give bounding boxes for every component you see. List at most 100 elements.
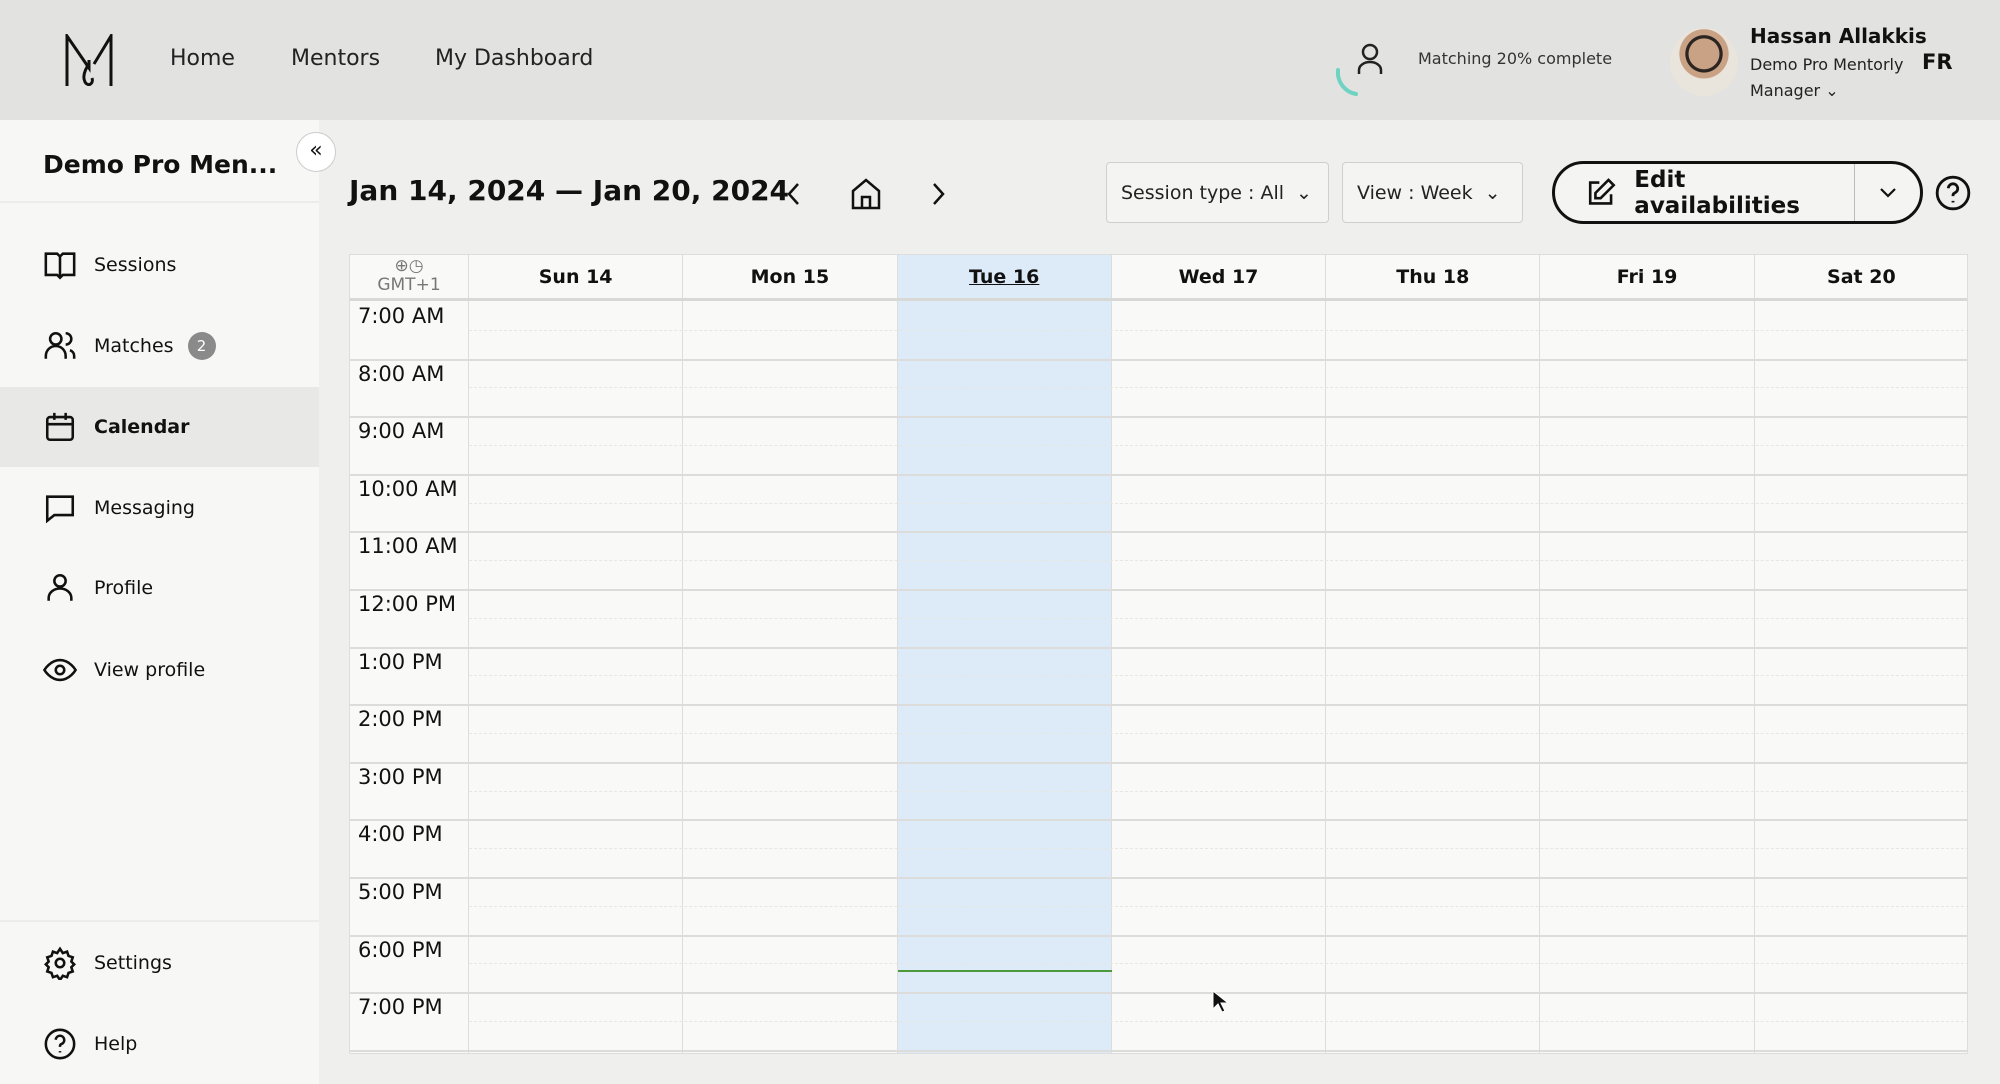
sidebar-item-label: Messaging bbox=[94, 497, 195, 519]
collapse-sidebar-button[interactable]: « bbox=[296, 132, 336, 172]
hour-line bbox=[350, 704, 1967, 707]
sidebar-item-calendar[interactable]: Calendar bbox=[0, 387, 319, 467]
user-icon bbox=[47, 573, 73, 601]
hour-line bbox=[350, 358, 1967, 361]
day-header[interactable]: Sat 20 bbox=[1754, 255, 1967, 298]
sidebar-item-label: Profile bbox=[94, 577, 154, 599]
time-label: 2:00 PM bbox=[358, 707, 443, 732]
day-column[interactable] bbox=[683, 301, 898, 1053]
sidebar-item-profile[interactable]: Profile bbox=[0, 548, 319, 628]
mouse-cursor-icon bbox=[1212, 990, 1228, 1013]
half-hour-line bbox=[469, 329, 1967, 331]
help-icon[interactable] bbox=[1934, 174, 1972, 212]
edit-availabilities-split-button: Edit availabilities bbox=[1552, 161, 1923, 224]
time-label: 10:00 AM bbox=[358, 476, 458, 501]
half-hour-line bbox=[469, 617, 1967, 619]
day-column[interactable] bbox=[897, 301, 1112, 1053]
day-column[interactable] bbox=[1326, 301, 1541, 1053]
today-button[interactable] bbox=[848, 176, 884, 212]
sidebar-item-label: View profile bbox=[94, 659, 206, 681]
hour-line bbox=[350, 473, 1967, 476]
day-header[interactable]: Wed 17 bbox=[1111, 255, 1327, 298]
hour-line bbox=[350, 819, 1967, 822]
next-week-button[interactable] bbox=[920, 176, 956, 212]
half-hour-line bbox=[469, 790, 1967, 792]
language-switch[interactable]: FR bbox=[1922, 50, 1953, 74]
edit-availabilities-label: Edit availabilities bbox=[1634, 166, 1800, 219]
time-label: 7:00 PM bbox=[358, 995, 443, 1020]
half-hour-line bbox=[469, 387, 1967, 389]
hour-line bbox=[350, 646, 1967, 649]
hour-line bbox=[350, 877, 1967, 879]
matches-count-badge: 2 bbox=[187, 332, 216, 360]
edit-availabilities-button[interactable]: Edit availabilities bbox=[1555, 164, 1855, 221]
time-label: 12:00 PM bbox=[358, 592, 456, 616]
day-column[interactable] bbox=[1755, 301, 1967, 1053]
time-label: 3:00 PM bbox=[358, 764, 443, 789]
half-hour-line bbox=[469, 502, 1967, 504]
chevron-down-icon bbox=[1879, 187, 1896, 198]
nav-my-dashboard[interactable]: My Dashboard bbox=[435, 46, 594, 71]
day-column[interactable] bbox=[1540, 301, 1755, 1053]
previous-week-button[interactable] bbox=[776, 176, 812, 212]
day-column[interactable] bbox=[1112, 301, 1327, 1053]
sidebar-item-matches[interactable]: Matches 2 bbox=[0, 306, 319, 386]
sidebar-item-sessions[interactable]: Sessions bbox=[0, 225, 319, 305]
sidebar-item-label: Matches bbox=[94, 335, 174, 357]
matching-progress-icon[interactable] bbox=[1330, 36, 1386, 98]
chevron-down-icon: ⌄ bbox=[1296, 181, 1312, 204]
user-avatar[interactable] bbox=[1670, 28, 1738, 96]
globe-clock-icon: ⊕◷ bbox=[394, 256, 424, 276]
day-header[interactable]: Tue 16 bbox=[897, 255, 1112, 298]
time-label: 5:00 PM bbox=[358, 880, 443, 904]
day-header[interactable]: Thu 18 bbox=[1326, 255, 1541, 298]
help-icon bbox=[44, 1028, 76, 1060]
nav-mentors[interactable]: Mentors bbox=[291, 46, 381, 71]
timezone-indicator[interactable]: ⊕◷ GMT+1 bbox=[350, 255, 469, 298]
role-dropdown[interactable]: Manager ⌄ bbox=[1750, 81, 1839, 100]
matching-progress-label[interactable]: Matching 20% complete bbox=[1418, 49, 1613, 68]
session-type-dropdown[interactable]: Session type : All ⌄ bbox=[1106, 162, 1329, 223]
home-icon bbox=[851, 178, 881, 210]
sidebar-item-label: Help bbox=[94, 1033, 138, 1055]
hour-line bbox=[350, 531, 1967, 534]
role-label: Manager bbox=[1750, 81, 1821, 100]
sidebar-item-label: Sessions bbox=[94, 254, 177, 276]
sidebar-item-view-profile[interactable]: View profile bbox=[0, 630, 319, 710]
half-hour-line bbox=[469, 848, 1967, 850]
edit-options-dropdown[interactable] bbox=[1855, 187, 1920, 199]
view-dropdown[interactable]: View : Week ⌄ bbox=[1342, 162, 1523, 223]
current-time-indicator bbox=[897, 970, 1112, 973]
sidebar-item-settings[interactable]: Settings bbox=[0, 923, 319, 1003]
date-range-title: Jan 14, 2024 — Jan 20, 2024 bbox=[349, 174, 790, 207]
view-label: View : Week bbox=[1357, 181, 1473, 204]
hour-line bbox=[350, 589, 1967, 591]
hour-line bbox=[350, 934, 1967, 937]
day-column[interactable] bbox=[469, 301, 684, 1053]
day-header[interactable]: Fri 19 bbox=[1540, 255, 1755, 298]
half-hour-line bbox=[469, 733, 1967, 734]
time-label: 4:00 PM bbox=[358, 822, 443, 847]
half-hour-line bbox=[469, 560, 1967, 562]
hour-line bbox=[350, 761, 1967, 764]
mentorly-logo[interactable] bbox=[64, 34, 114, 88]
half-hour-line bbox=[469, 445, 1967, 446]
half-hour-line bbox=[469, 905, 1967, 907]
sidebar: Demo Pro Men... Sessions Matches 2 Calen… bbox=[0, 120, 319, 1084]
day-header[interactable]: Sun 14 bbox=[469, 255, 684, 298]
day-header[interactable]: Mon 15 bbox=[683, 255, 898, 298]
half-hour-line bbox=[469, 963, 1967, 965]
nav-home[interactable]: Home bbox=[170, 46, 235, 71]
users-icon bbox=[44, 331, 76, 359]
sidebar-item-messaging[interactable]: Messaging bbox=[0, 468, 319, 548]
session-type-label: Session type : All bbox=[1121, 181, 1285, 204]
chat-icon bbox=[45, 495, 75, 524]
chevron-right-icon bbox=[933, 183, 945, 205]
half-hour-line bbox=[469, 1021, 1967, 1022]
divider bbox=[0, 920, 319, 922]
top-header: Home Mentors My Dashboard Matching 20% c… bbox=[0, 0, 2000, 120]
sidebar-item-help[interactable]: Help bbox=[0, 1004, 319, 1084]
time-column bbox=[350, 301, 469, 1053]
header-divider bbox=[350, 298, 1967, 301]
timezone-label: GMT+1 bbox=[377, 275, 441, 295]
